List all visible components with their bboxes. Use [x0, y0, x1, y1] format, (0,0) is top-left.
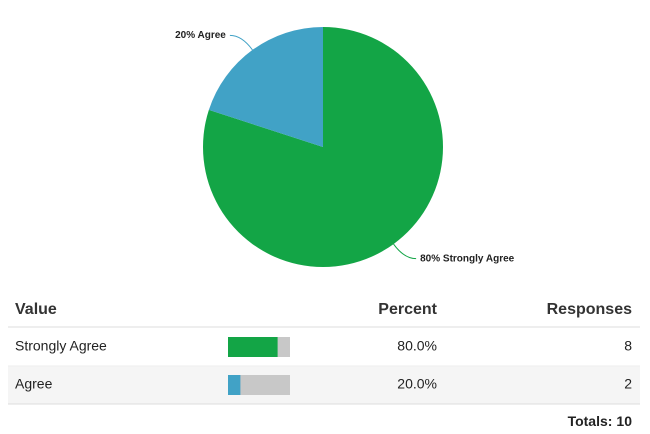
totals: Totals: 10 — [568, 413, 633, 429]
slice-label: 20% Agree — [175, 30, 226, 41]
pie-slice — [208, 27, 323, 147]
totals-label: Totals: — [568, 413, 613, 429]
leader-line — [393, 243, 417, 260]
row-percent: 80.0% — [397, 338, 437, 354]
leader-line — [229, 34, 253, 51]
percent-bar — [228, 337, 278, 357]
header-value: Value — [15, 301, 57, 318]
row-responses: 8 — [624, 338, 632, 354]
row-value: Agree — [15, 376, 53, 392]
header-responses: Responses — [547, 301, 632, 318]
row-background — [8, 366, 640, 404]
slice-label: 80% Strongly Agree — [420, 253, 515, 264]
row-value: Strongly Agree — [15, 338, 107, 354]
percent-bar — [228, 375, 241, 395]
header-percent: Percent — [378, 301, 437, 318]
row-percent: 20.0% — [397, 376, 437, 392]
bar-track — [228, 375, 290, 395]
totals-value: 10 — [616, 413, 632, 429]
row-responses: 2 — [624, 376, 632, 392]
